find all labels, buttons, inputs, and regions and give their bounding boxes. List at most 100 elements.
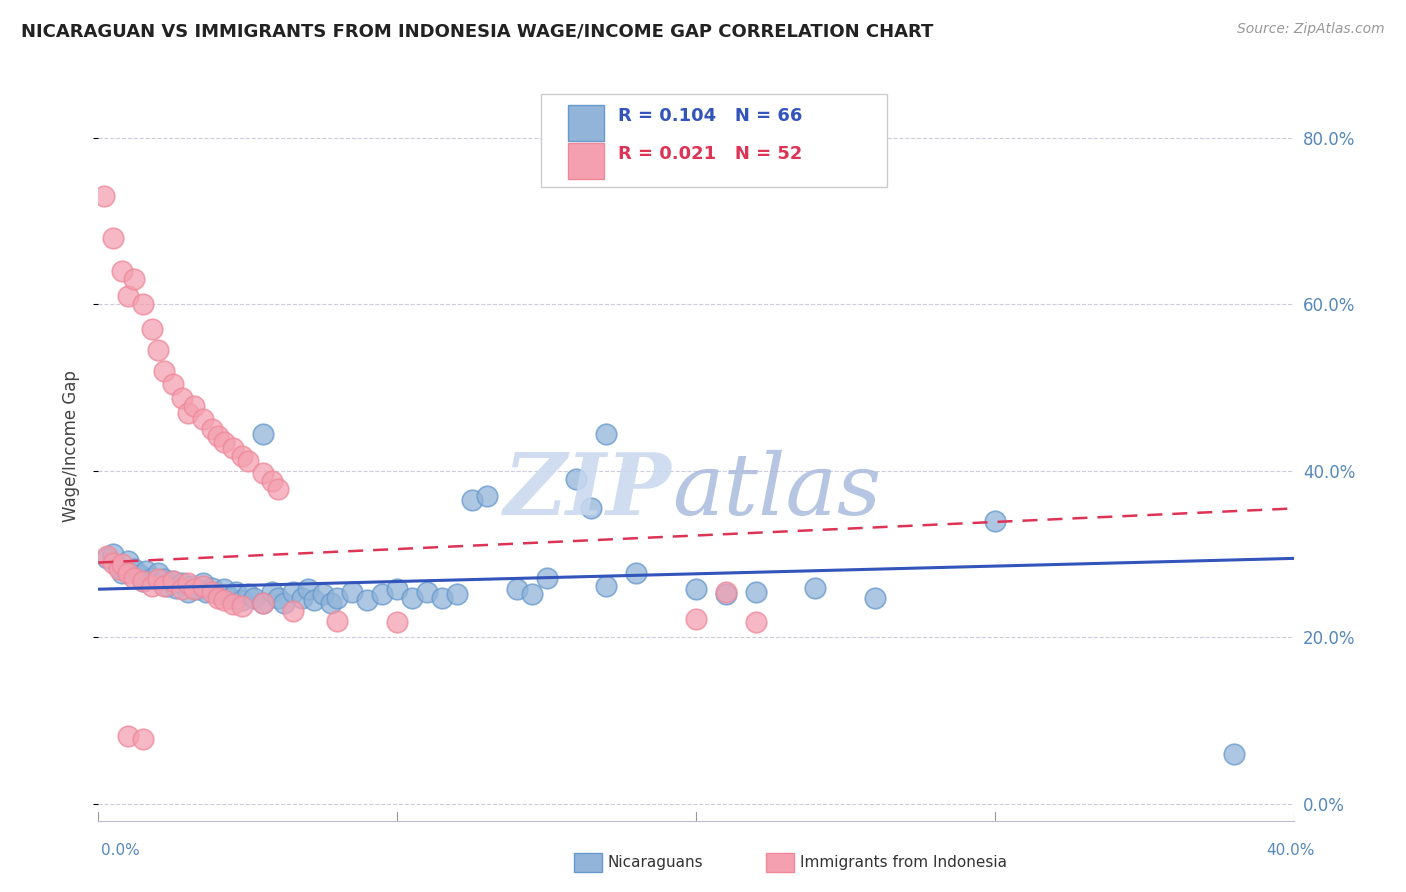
Point <box>302 593 325 607</box>
Y-axis label: Wage/Income Gap: Wage/Income Gap <box>62 370 80 522</box>
Point <box>153 572 176 586</box>
Point <box>252 595 274 609</box>
Point <box>252 426 274 441</box>
Point <box>186 582 208 597</box>
Point <box>132 732 155 747</box>
Point <box>371 587 394 601</box>
Point <box>745 615 768 630</box>
Point <box>153 364 176 378</box>
Point <box>225 584 247 599</box>
Point <box>565 472 588 486</box>
Point <box>416 584 439 599</box>
Point <box>714 584 737 599</box>
Point <box>461 493 484 508</box>
Point <box>385 582 409 597</box>
Text: R = 0.021   N = 52: R = 0.021 N = 52 <box>619 145 803 162</box>
Point <box>252 595 274 609</box>
Point <box>172 391 194 405</box>
Text: R = 0.104   N = 66: R = 0.104 N = 66 <box>619 107 803 125</box>
Point <box>96 549 118 563</box>
Point <box>177 406 200 420</box>
Point <box>117 729 139 743</box>
Point <box>172 576 194 591</box>
Point <box>804 581 827 595</box>
Point <box>267 483 290 497</box>
Point <box>201 584 224 599</box>
Point <box>108 562 131 576</box>
Point <box>135 564 157 578</box>
Point <box>132 574 155 588</box>
Text: Source: ZipAtlas.com: Source: ZipAtlas.com <box>1237 22 1385 37</box>
Point <box>183 582 205 597</box>
Point <box>446 587 468 601</box>
Bar <box>568 143 605 178</box>
Point <box>141 579 163 593</box>
Point <box>430 591 453 605</box>
Bar <box>568 105 605 141</box>
Point <box>162 574 184 588</box>
Point <box>506 582 529 597</box>
Text: Immigrants from Indonesia: Immigrants from Indonesia <box>800 855 1007 870</box>
Point <box>117 289 139 303</box>
Point <box>207 591 229 605</box>
Text: Nicaraguans: Nicaraguans <box>607 855 703 870</box>
Point <box>236 587 259 601</box>
Point <box>273 595 295 609</box>
Point <box>291 591 314 605</box>
Text: NICARAGUAN VS IMMIGRANTS FROM INDONESIA WAGE/INCOME GAP CORRELATION CHART: NICARAGUAN VS IMMIGRANTS FROM INDONESIA … <box>21 22 934 40</box>
Point <box>156 579 179 593</box>
Point <box>129 568 152 582</box>
Point <box>177 576 200 591</box>
Point <box>342 584 364 599</box>
FancyBboxPatch shape <box>541 94 887 187</box>
Point <box>865 591 887 605</box>
Point <box>191 579 214 593</box>
Point <box>326 591 349 605</box>
Point <box>148 572 170 586</box>
Point <box>195 584 218 599</box>
Point <box>212 434 235 449</box>
Point <box>201 581 224 595</box>
Point <box>222 441 245 455</box>
Point <box>111 264 134 278</box>
Point <box>297 582 319 597</box>
Text: 40.0%: 40.0% <box>1267 843 1315 857</box>
Point <box>231 599 253 613</box>
Point <box>141 322 163 336</box>
Point <box>685 582 707 597</box>
Point <box>281 584 304 599</box>
Point <box>93 189 115 203</box>
Point <box>595 426 617 441</box>
Point <box>984 514 1007 528</box>
Point <box>321 595 343 609</box>
Point <box>385 615 409 630</box>
Point <box>117 554 139 568</box>
Point <box>745 584 768 599</box>
Point <box>103 231 125 245</box>
Point <box>212 593 235 607</box>
Point <box>165 581 187 595</box>
Point <box>685 612 707 626</box>
Point <box>124 570 146 584</box>
Point <box>191 412 214 426</box>
Text: ZIP: ZIP <box>505 450 672 533</box>
Point <box>124 562 146 576</box>
Point <box>222 597 245 611</box>
Point <box>172 582 194 597</box>
Text: atlas: atlas <box>672 450 882 533</box>
Point <box>281 604 304 618</box>
Point <box>536 570 558 584</box>
Point <box>326 614 349 628</box>
Text: 0.0%: 0.0% <box>101 843 141 857</box>
Point <box>260 584 283 599</box>
Point <box>581 501 603 516</box>
Point <box>177 584 200 599</box>
Point <box>103 556 125 570</box>
Point <box>96 551 118 566</box>
Point <box>180 579 202 593</box>
Point <box>219 591 242 605</box>
Point <box>183 399 205 413</box>
Point <box>243 591 266 605</box>
Point <box>260 474 283 488</box>
Point <box>117 566 139 580</box>
